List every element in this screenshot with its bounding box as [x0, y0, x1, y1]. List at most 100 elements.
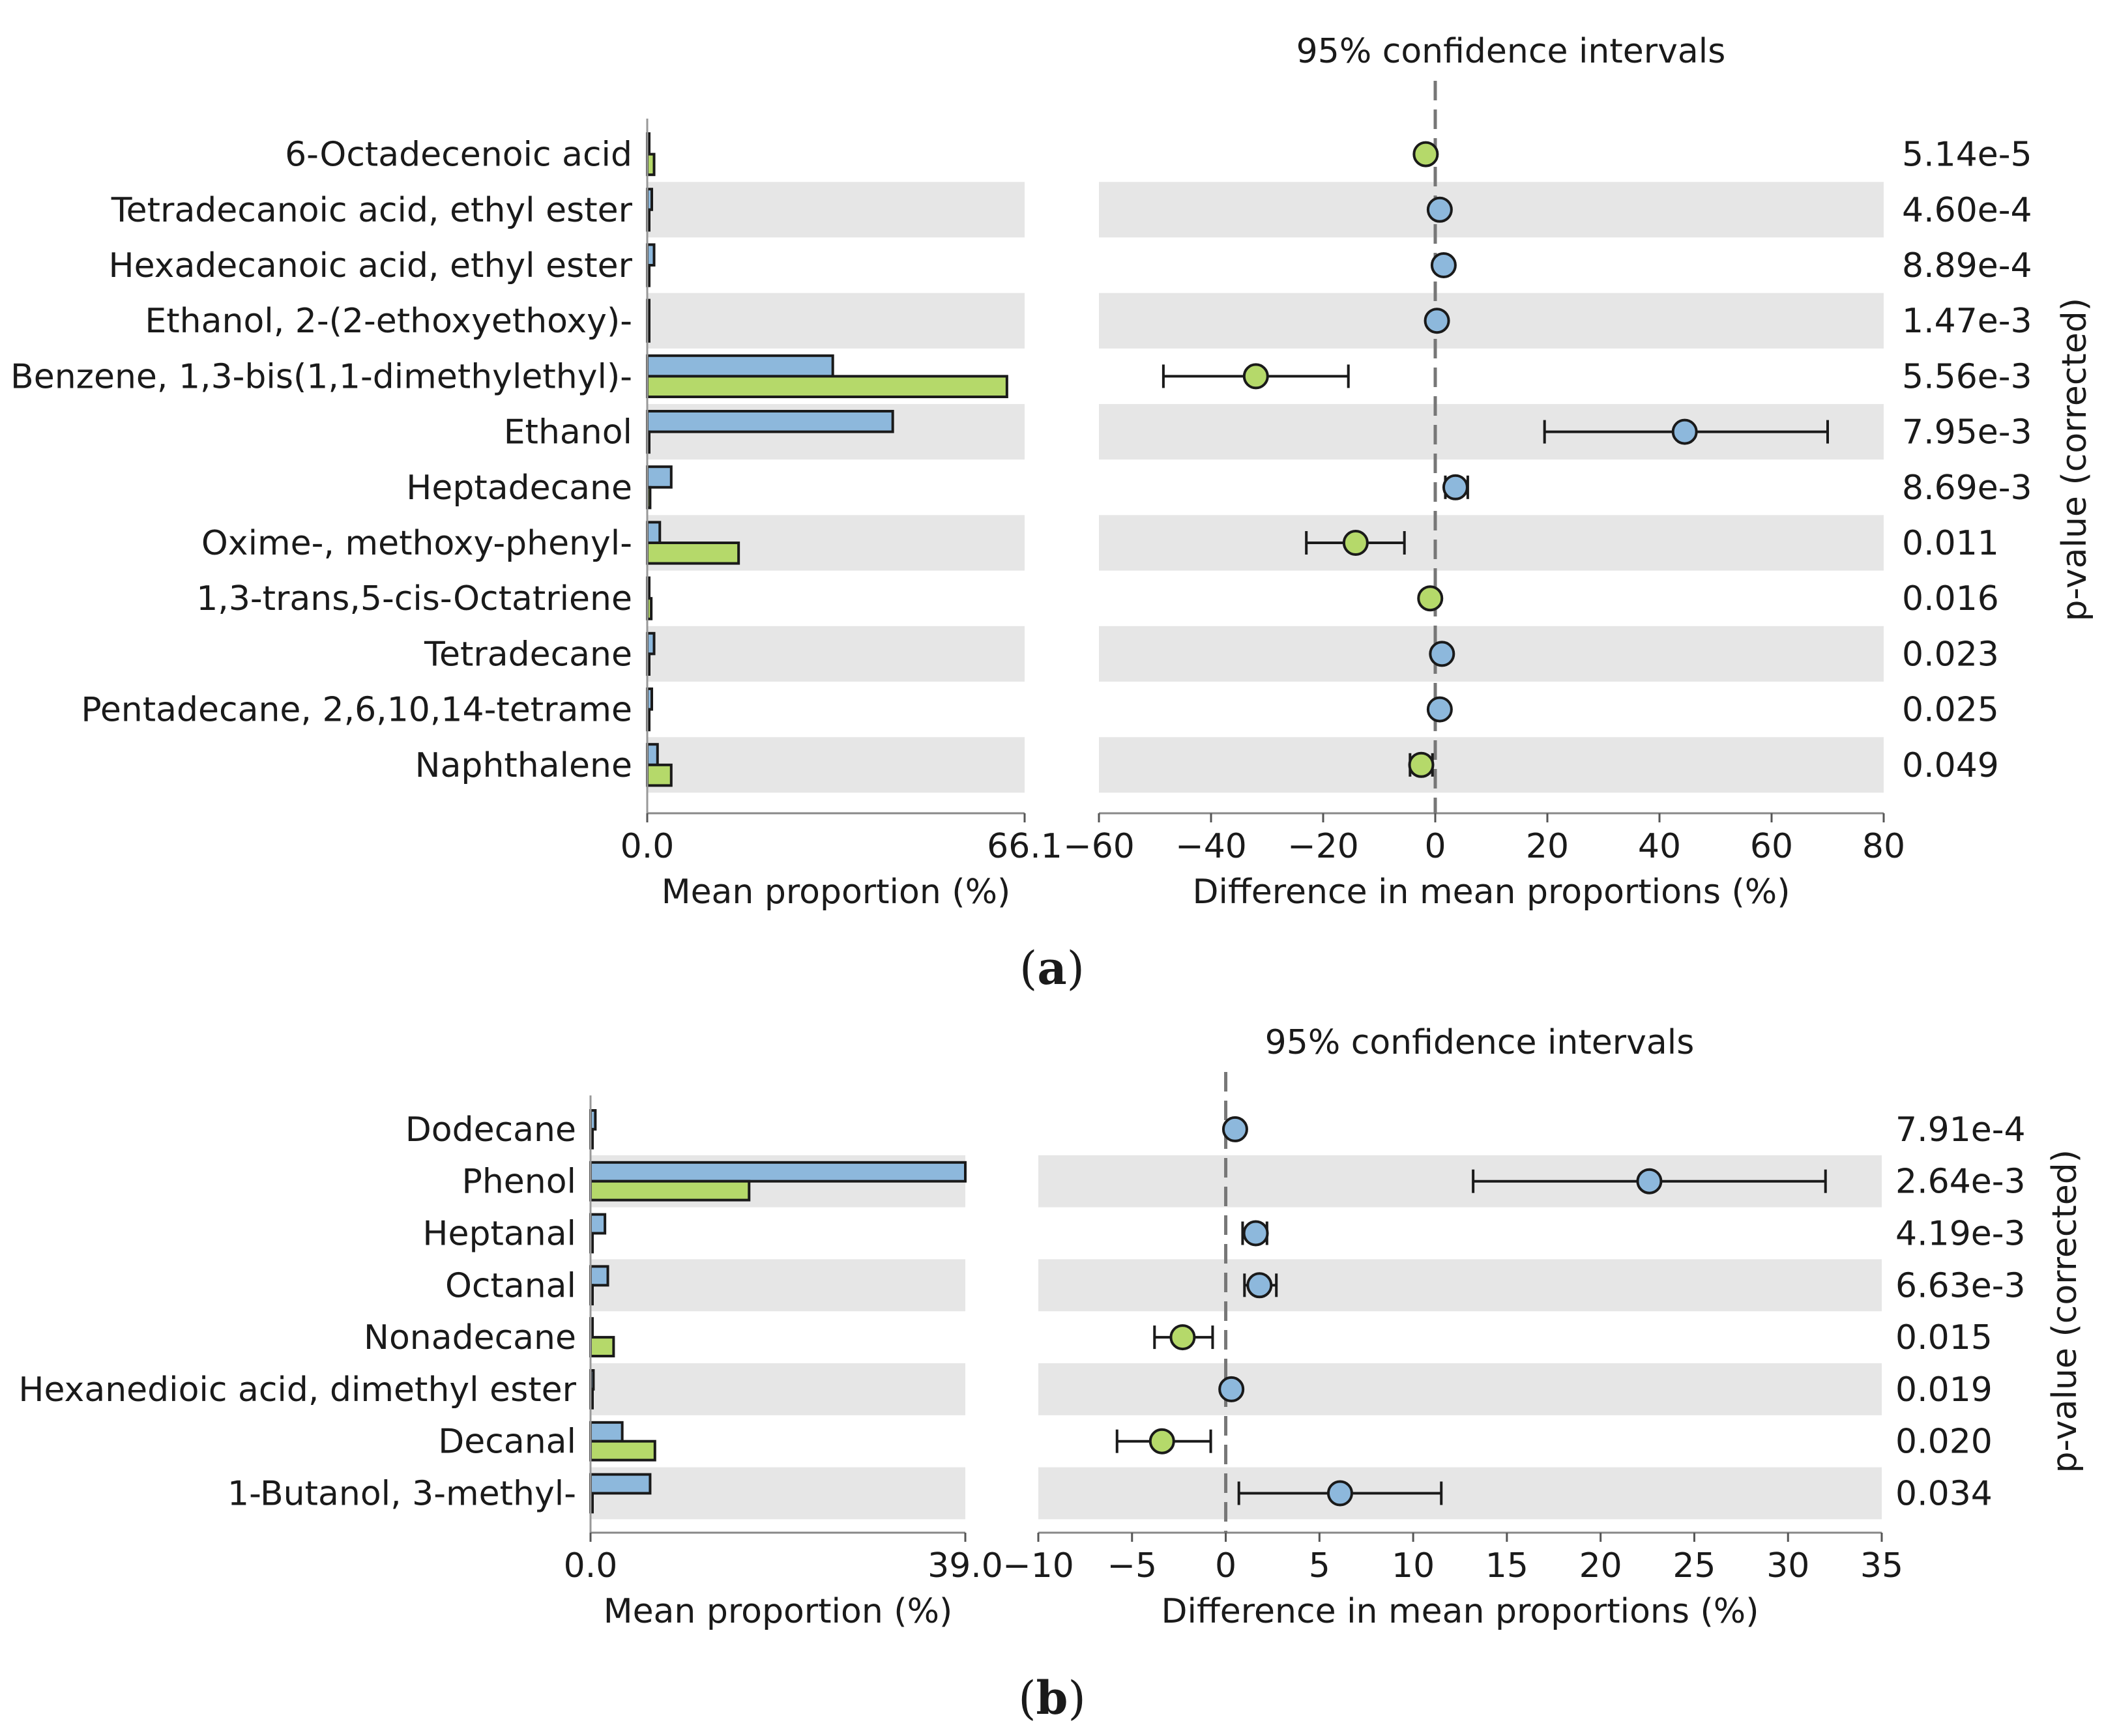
p-value-label: 0.020 — [1895, 1423, 1993, 1462]
ci-x-tick-label: −60 — [1063, 827, 1135, 866]
bar-row-stripe — [647, 293, 1025, 349]
bar-group1 — [646, 354, 834, 378]
category-label: Hexadecanoic acid, ethyl ester — [108, 246, 632, 285]
p-value-label: 0.049 — [1902, 746, 1999, 785]
category-label: Heptanal — [422, 1215, 576, 1254]
category-label: 6-Octadecenoic acid — [285, 136, 632, 175]
ci-marker — [1671, 418, 1698, 445]
bar-group1 — [589, 1161, 967, 1183]
ci-x-tick-label: 0 — [1215, 1546, 1236, 1585]
ci-marker — [1636, 1168, 1663, 1194]
bar-row-stripe — [591, 1467, 965, 1520]
bar-row-stripe — [647, 626, 1025, 682]
p-value-label: 6.63e-3 — [1895, 1266, 2026, 1305]
category-label: Octanal — [445, 1266, 576, 1305]
p-value-label: 7.91e-4 — [1895, 1110, 2026, 1150]
p-value-label: 0.016 — [1902, 579, 1999, 618]
ci-x-tick-label: 20 — [1579, 1546, 1622, 1585]
ci-row-stripe — [1099, 737, 1884, 793]
panel-label-open: ( — [1018, 1671, 1036, 1725]
ci-marker — [1242, 1220, 1269, 1247]
panel-label-open: ( — [1019, 942, 1037, 995]
category-label: Heptadecane — [406, 469, 632, 508]
p-value-label: 0.011 — [1902, 524, 1999, 563]
bar-group2 — [646, 542, 740, 565]
ci-x-axis-label: Difference in mean proportions (%) — [1192, 873, 1790, 912]
ci-marker — [1429, 641, 1455, 667]
panel-b: 95% confidence intervals Dodecane Phenol He… — [18, 1023, 2084, 1725]
p-value-label: 7.95e-3 — [1902, 413, 2032, 452]
ci-x-tick-label: 80 — [1862, 827, 1905, 866]
ci-row-stripe — [1099, 293, 1884, 349]
bar-x-tick-label: 66.1 — [987, 827, 1062, 866]
bar-x-axis-label: Mean proportion (%) — [604, 1592, 953, 1631]
ci-title: 95% confidence intervals — [1296, 32, 1726, 71]
ci-x-axis-label: Difference in mean proportions (%) — [1161, 1592, 1759, 1631]
bar-x-tick-label: 39.0 — [928, 1546, 1003, 1585]
p-value-label: 0.023 — [1902, 635, 1999, 674]
panel-label: (a) — [1019, 941, 1085, 995]
ci-marker — [1417, 585, 1444, 612]
ci-marker — [1246, 1272, 1273, 1299]
ci-row-stripe — [1038, 1363, 1882, 1415]
bar-row-stripe — [591, 1363, 965, 1415]
p-value-label: 1.47e-3 — [1902, 302, 2032, 341]
category-label: Benzene, 1,3-bis(1,1-dimethylethyl)- — [10, 357, 632, 396]
bar-group1 — [589, 1265, 609, 1287]
p-value-label: 0.025 — [1902, 691, 1999, 730]
ci-marker — [1426, 696, 1453, 723]
category-label: Phenol — [461, 1163, 576, 1202]
bar-x-tick-label: 0.0 — [564, 1546, 618, 1585]
category-label: 1,3-trans,5-cis-Octatriene — [196, 579, 632, 618]
panel-label: (b) — [1018, 1671, 1086, 1725]
bar-group1 — [589, 1213, 607, 1235]
ci-x-tick-label: 15 — [1485, 1546, 1528, 1585]
p-value-label: 8.89e-4 — [1902, 246, 2032, 285]
ci-marker — [1430, 252, 1457, 278]
bar-row-stripe — [647, 737, 1025, 793]
ci-x-tick-label: 5 — [1309, 1546, 1330, 1585]
ci-marker — [1342, 530, 1369, 556]
p-value-label: 8.69e-3 — [1902, 469, 2032, 508]
bar-group2 — [589, 1336, 615, 1358]
panel-label-letter: b — [1036, 1671, 1068, 1725]
bar-group2 — [646, 375, 1008, 399]
bar-group2 — [589, 1439, 656, 1462]
p-value-label: 0.019 — [1895, 1370, 1993, 1410]
category-label: Hexanedioic acid, dimethyl ester — [18, 1370, 576, 1410]
bar-group1 — [646, 521, 662, 545]
ci-x-tick-label: 40 — [1638, 827, 1681, 866]
category-label: 1-Butanol, 3-methyl- — [227, 1475, 576, 1514]
ci-marker — [1412, 141, 1439, 167]
p-value-label: 2.64e-3 — [1895, 1163, 2026, 1202]
ci-x-tick-label: −10 — [1002, 1546, 1074, 1585]
p-value-label: 0.015 — [1895, 1318, 1993, 1357]
bar-x-axis-label: Mean proportion (%) — [662, 873, 1011, 912]
category-label: Oxime-, methoxy-phenyl- — [201, 524, 632, 563]
panel-a: 95% confidence intervals 6-Octadecenoic a… — [10, 32, 2094, 995]
ci-marker — [1221, 1116, 1248, 1142]
ci-marker — [1218, 1376, 1245, 1402]
p-value-axis-label: p-value (corrected) — [2045, 1150, 2084, 1473]
category-label: Naphthalene — [415, 746, 632, 785]
bar-group1 — [646, 410, 894, 433]
category-label: Tetradecanoic acid, ethyl ester — [111, 191, 633, 230]
bar-group1 — [589, 1473, 652, 1495]
bar-group2 — [646, 763, 673, 787]
category-label: Ethanol — [504, 413, 632, 452]
ci-x-tick-label: 10 — [1392, 1546, 1435, 1585]
p-value-label: 0.034 — [1895, 1475, 1993, 1514]
ci-marker — [1326, 1480, 1353, 1507]
panel-label-letter: a — [1037, 941, 1066, 995]
ci-x-tick-label: 60 — [1750, 827, 1793, 866]
ci-marker — [1424, 308, 1450, 334]
bar-group1 — [646, 243, 656, 267]
bar-row-stripe — [647, 182, 1025, 238]
p-value-label: 5.56e-3 — [1902, 357, 2032, 396]
bar-group2 — [589, 1179, 751, 1202]
bar-group1 — [646, 631, 656, 656]
category-label: Nonadecane — [364, 1318, 576, 1357]
p-value-label: 5.14e-5 — [1902, 136, 2032, 175]
